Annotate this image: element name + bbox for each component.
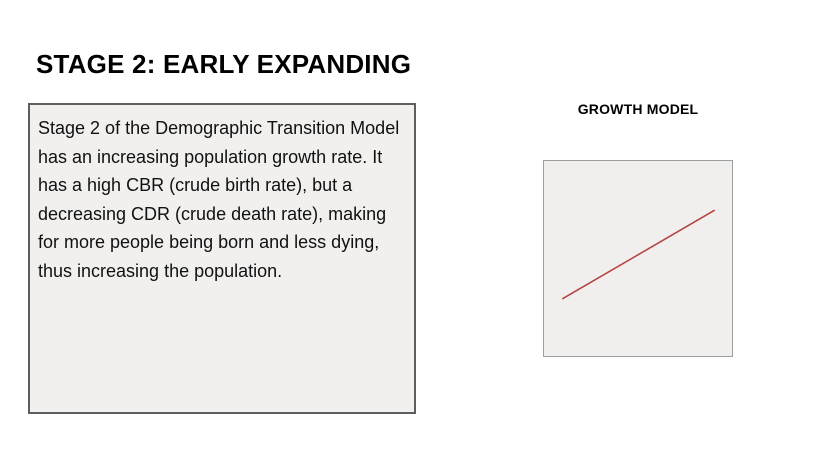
- body-text-box: Stage 2 of the Demographic Transition Mo…: [28, 103, 416, 414]
- slide-title: STAGE 2: EARLY EXPANDING: [36, 49, 412, 79]
- growth-model-chart: [543, 160, 733, 357]
- growth-model-label: GROWTH MODEL: [577, 101, 699, 117]
- body-text: Stage 2 of the Demographic Transition Mo…: [38, 118, 400, 281]
- growth-model-plot-area: [562, 209, 715, 300]
- growth-line: [562, 209, 715, 300]
